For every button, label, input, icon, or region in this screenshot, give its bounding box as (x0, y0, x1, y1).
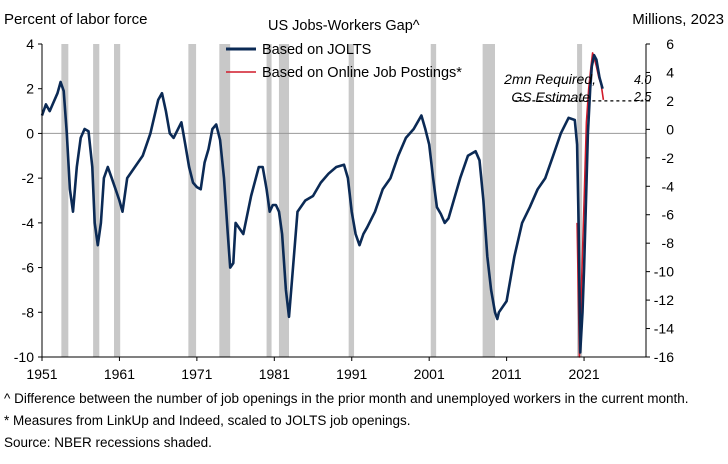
x-tick-label: 1991 (336, 366, 367, 382)
right-tick-label: -2 (662, 150, 675, 166)
x-tick-label: 1971 (181, 366, 212, 382)
series-lines (40, 52, 605, 358)
right-tick-label: 2 (666, 93, 674, 109)
recession-shading (61, 44, 583, 357)
recession-bar (577, 44, 583, 357)
latest-jolts-label: 4.0 (634, 73, 651, 87)
right-tick-label: 0 (666, 121, 674, 137)
left-tick-label: 2 (26, 81, 34, 97)
jobs-workers-gap-chart: 420-2-4-6-8-10 6420-2-4-6-8-10-12-14-16 … (4, 11, 724, 382)
right-axis-label: Millions, 2023 (632, 11, 724, 28)
left-tick-label: -8 (22, 304, 35, 320)
x-tick-label: 2021 (568, 366, 599, 382)
x-tick-label: 1981 (259, 366, 290, 382)
left-tick-label: -6 (22, 260, 35, 276)
left-tick-label: -10 (14, 349, 34, 365)
footnotes: ^ Difference between the number of job o… (4, 388, 688, 454)
x-tick-label: 2001 (414, 366, 445, 382)
right-tick-label: 6 (666, 36, 674, 52)
legend-label-jolts: Based on JOLTS (262, 42, 371, 58)
recession-bar (278, 44, 290, 357)
legend: Based on JOLTS Based on Online Job Posti… (226, 42, 462, 81)
right-tick-label: -8 (662, 235, 675, 251)
left-tick-label: 4 (26, 36, 34, 52)
x-tick-labels: 1951 1961 1971 1981 1991 2001 2011 2021 (26, 357, 600, 382)
recession-bar (430, 44, 437, 357)
left-tick-label: -4 (22, 215, 35, 231)
legend-label-postings: Based on Online Job Postings* (262, 65, 462, 81)
recession-bar (482, 44, 495, 357)
left-tick-labels: 4 2 0 -2 -4 -6 -8 -10 (14, 36, 42, 365)
footnote-recessions: Source: NBER recessions shaded. (4, 435, 212, 450)
right-tick-label: -12 (654, 292, 674, 308)
right-tick-label: -14 (654, 321, 674, 337)
right-tick-label: -6 (662, 207, 675, 223)
right-tick-label: -10 (654, 264, 674, 280)
right-tick-label: -4 (662, 178, 675, 194)
right-tick-label: 4 (666, 64, 674, 80)
left-axis-label: Percent of labor force (4, 11, 147, 28)
recession-bar (114, 44, 121, 357)
x-tick-label: 2011 (492, 366, 522, 382)
left-tick-label: 0 (26, 125, 34, 141)
recession-bar (93, 44, 100, 357)
x-tick-label: 1951 (26, 366, 57, 382)
footnote-gap-definition: ^ Difference between the number of job o… (4, 391, 689, 406)
chart-title: US Jobs-Workers Gap^ (268, 18, 420, 34)
left-tick-label: -2 (22, 170, 35, 186)
recession-bar (61, 44, 69, 357)
footnote-postings-measure: * Measures from LinkUp and Indeed, scale… (4, 413, 411, 428)
gs-annotation-line2: GS Estimate (511, 89, 590, 105)
series-line-jolts (40, 53, 604, 354)
recession-bar (188, 44, 197, 357)
latest-postings-label: 2.5 (633, 90, 651, 104)
x-tick-label: 1961 (104, 366, 135, 382)
gs-annotation-line1: 2mn Required, (503, 71, 596, 87)
right-tick-labels: 6 4 2 0 -2 -4 -6 -8 -10 -12 -14 -16 (646, 36, 674, 365)
right-tick-label: -16 (654, 349, 674, 365)
